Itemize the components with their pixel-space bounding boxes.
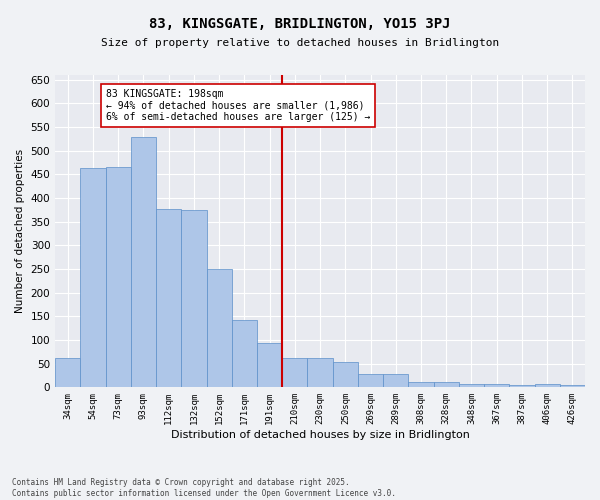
- Bar: [383, 374, 409, 388]
- X-axis label: Distribution of detached houses by size in Bridlington: Distribution of detached houses by size …: [170, 430, 470, 440]
- Bar: [181, 210, 206, 388]
- Bar: [307, 358, 332, 388]
- Y-axis label: Number of detached properties: Number of detached properties: [15, 149, 25, 313]
- Bar: [257, 343, 282, 388]
- Bar: [282, 358, 307, 388]
- Bar: [459, 384, 484, 388]
- Text: 83 KINGSGATE: 198sqm
← 94% of detached houses are smaller (1,986)
6% of semi-det: 83 KINGSGATE: 198sqm ← 94% of detached h…: [106, 89, 370, 122]
- Bar: [55, 358, 80, 388]
- Bar: [156, 210, 181, 388]
- Text: 83, KINGSGATE, BRIDLINGTON, YO15 3PJ: 83, KINGSGATE, BRIDLINGTON, YO15 3PJ: [149, 18, 451, 32]
- Bar: [535, 384, 560, 388]
- Bar: [560, 386, 585, 388]
- Bar: [434, 382, 459, 388]
- Bar: [509, 385, 535, 388]
- Bar: [232, 320, 257, 388]
- Text: Size of property relative to detached houses in Bridlington: Size of property relative to detached ho…: [101, 38, 499, 48]
- Text: Contains HM Land Registry data © Crown copyright and database right 2025.
Contai: Contains HM Land Registry data © Crown c…: [12, 478, 396, 498]
- Bar: [80, 168, 106, 388]
- Bar: [484, 384, 509, 388]
- Bar: [131, 136, 156, 388]
- Bar: [106, 168, 131, 388]
- Bar: [409, 382, 434, 388]
- Bar: [206, 268, 232, 388]
- Bar: [358, 374, 383, 388]
- Bar: [332, 362, 358, 388]
